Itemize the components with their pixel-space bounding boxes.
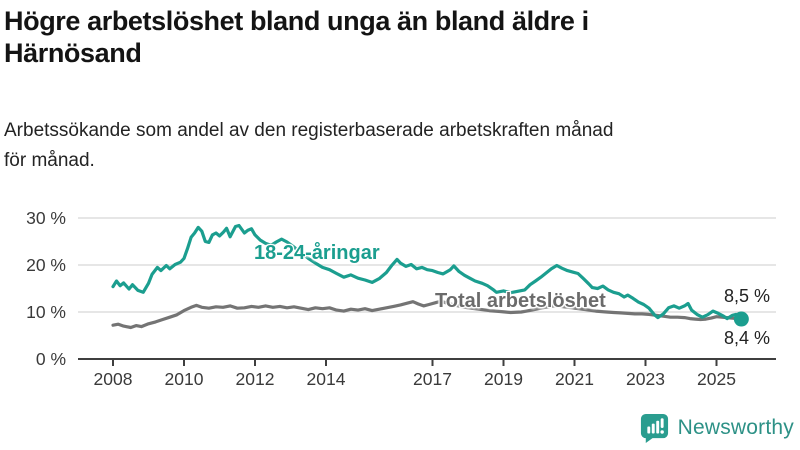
end-value-label-total: 8,4 % [723,328,770,348]
x-tick-label: 2014 [307,369,346,389]
y-tick-label: 0 % [36,349,66,369]
title-line-2: Härnösand [4,38,142,68]
chart-subtitle: Arbetssökande som andel av den registerb… [4,116,784,176]
series-label-total: Total arbetslöshet [435,290,606,312]
x-tick-label: 2021 [555,369,594,389]
subtitle-line-2: för månad. [4,150,95,171]
series-label-youth: 18-24-åringar [254,242,380,264]
bar-chart-speech-bubble-icon [640,413,668,443]
newsworthy-logo: Newsworthy [639,412,794,443]
x-tick-label: 2008 [94,369,133,389]
y-tick-label: 10 % [26,302,66,322]
x-tick-label: 2019 [484,369,523,389]
x-tick-label: 2012 [236,369,275,389]
series-line-youth [111,223,744,321]
series-endpoint-dot [733,311,749,327]
y-tick-label: 30 % [26,208,66,228]
end-value-label-youth: 8,5 % [723,286,770,306]
subtitle-line-1: Arbetssökande som andel av den registerb… [4,120,614,141]
brand-name: Newsworthy [677,415,794,439]
x-tick-label: 2023 [626,369,665,389]
y-tick-label: 20 % [26,255,66,275]
x-tick-label: 2010 [165,369,204,389]
title-line-1: Högre arbetslöshet bland unga än bland ä… [4,6,589,36]
page-title: Högre arbetslöshet bland unga än bland ä… [4,5,784,69]
x-tick-label: 2025 [697,369,736,389]
x-tick-label: 2017 [413,369,452,389]
